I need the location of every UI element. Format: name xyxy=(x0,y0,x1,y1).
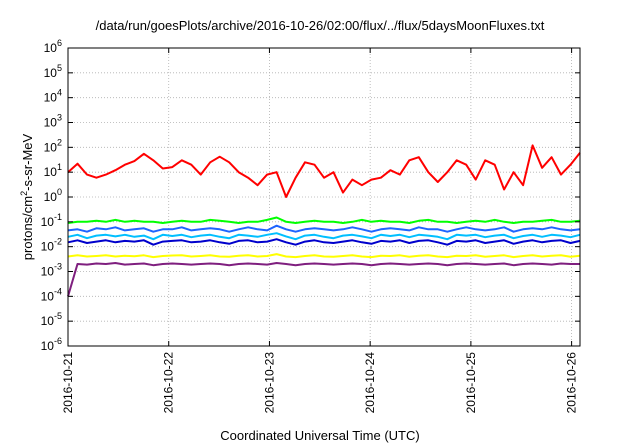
chart-title: /data/run/goesPlots/archive/2016-10-26/0… xyxy=(95,18,545,33)
x-tick-label: 2016-10-26 xyxy=(565,352,579,414)
series-line-2 xyxy=(67,224,581,233)
x-tick-label: 2016-10-23 xyxy=(262,352,276,414)
y-tick-label: 105 xyxy=(44,63,62,80)
y-tick-label: 106 xyxy=(44,38,62,55)
y-tick-label: 102 xyxy=(44,137,62,154)
y-tick-label: 103 xyxy=(44,113,62,130)
y-tick-label: 101 xyxy=(44,162,62,179)
y-tick-label: 104 xyxy=(44,88,62,105)
grid-lines xyxy=(67,48,580,346)
series-line-5 xyxy=(67,253,581,259)
x-tick-label: 2016-10-24 xyxy=(363,352,377,414)
x-tick-label: 2016-10-22 xyxy=(162,352,176,414)
series-line-4 xyxy=(67,238,581,246)
y-tick-label: 10-5 xyxy=(41,311,62,328)
series-line-0 xyxy=(67,144,581,198)
x-ticks: 2016-10-21 2016-10-22 2016-10-23 2016-10-24… xyxy=(61,48,579,413)
y-tick-label: 10-2 xyxy=(41,237,62,254)
y-ticks: 10-6 10-5 10-4 10-3 10-2 10-1 100 101 102 103 104 1… xyxy=(41,38,580,353)
y-tick-label: 10-3 xyxy=(41,262,62,279)
x-tick-label: 2016-10-25 xyxy=(464,352,478,414)
series-line-6 xyxy=(67,262,580,297)
series-line-3 xyxy=(67,232,581,241)
x-axis-label: Coordinated Universal Time (UTC) xyxy=(220,428,420,443)
series-lines xyxy=(67,144,581,297)
y-tick-label: 10-6 xyxy=(41,336,62,353)
y-tick-label: 10-4 xyxy=(41,286,62,303)
series-line-1 xyxy=(67,216,581,224)
y-tick-label: 100 xyxy=(44,187,62,204)
y-tick-label: 10-1 xyxy=(41,212,62,229)
x-tick-label: 2016-10-21 xyxy=(61,352,75,414)
